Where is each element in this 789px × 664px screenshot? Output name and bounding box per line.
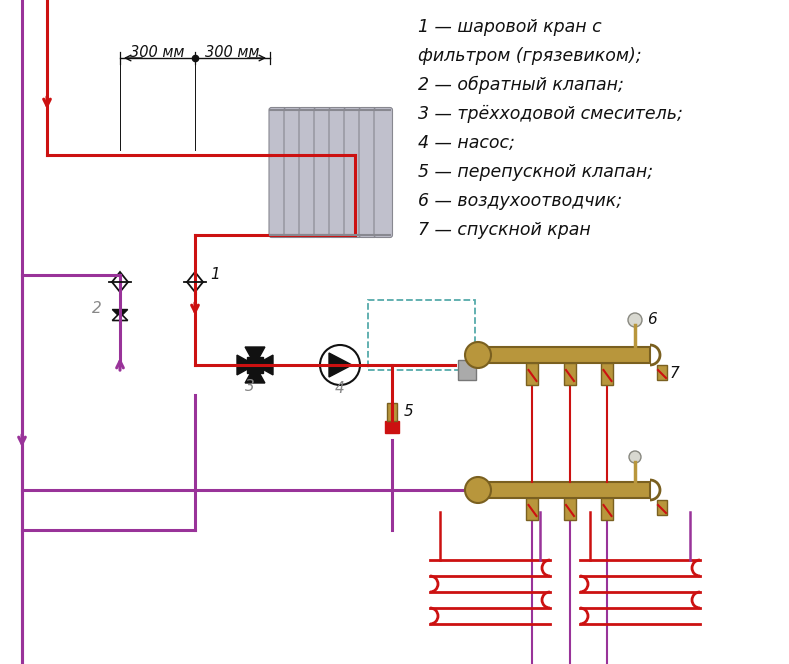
Text: 1: 1 [210,267,220,282]
Text: 3 — трёхходовой смеситель;: 3 — трёхходовой смеситель; [418,105,682,123]
Polygon shape [112,313,128,321]
FancyBboxPatch shape [359,108,377,238]
Polygon shape [480,345,484,365]
Text: 7 — спускной кран: 7 — спускной кран [418,221,591,239]
Polygon shape [480,480,484,500]
Circle shape [628,313,642,327]
Text: фильтром (грязевиком);: фильтром (грязевиком); [418,47,641,65]
FancyBboxPatch shape [374,108,392,238]
FancyBboxPatch shape [344,108,362,238]
Bar [564,498,576,520]
Text: 300 мм: 300 мм [130,45,185,60]
Bar [657,500,667,515]
FancyBboxPatch shape [284,108,302,238]
Circle shape [320,345,360,385]
Text: 4 — насос;: 4 — насос; [418,134,515,152]
Text: 6: 6 [647,313,656,327]
Bar [526,498,539,520]
Bar [480,347,650,363]
Bar [601,363,614,385]
Bar [368,300,475,370]
FancyBboxPatch shape [299,108,317,238]
Text: 5: 5 [404,404,413,419]
Bar [601,498,614,520]
Polygon shape [112,272,128,292]
Polygon shape [245,365,265,383]
Bar [387,403,397,421]
Polygon shape [112,309,128,317]
FancyBboxPatch shape [314,108,332,238]
Text: 4: 4 [335,381,345,396]
Text: 300 мм: 300 мм [205,45,260,60]
Text: 7: 7 [670,365,680,380]
Polygon shape [329,353,352,377]
FancyBboxPatch shape [269,108,287,238]
Bar [526,363,539,385]
Text: 5 — перепускной клапан;: 5 — перепускной клапан; [418,163,653,181]
Text: 2 — обратный клапан;: 2 — обратный клапан; [418,76,624,94]
Bar [480,482,650,498]
Circle shape [465,342,491,368]
Circle shape [465,477,491,503]
Bar [564,363,576,385]
Text: 2: 2 [92,301,102,316]
Text: 3: 3 [245,379,255,394]
Bar [657,365,667,380]
Polygon shape [187,272,203,292]
FancyBboxPatch shape [329,108,347,238]
Polygon shape [245,347,265,365]
Text: 6 — воздухоотводчик;: 6 — воздухоотводчик; [418,192,622,210]
Polygon shape [237,355,255,375]
Polygon shape [255,355,273,375]
Text: 1 — шаровой кран с: 1 — шаровой кран с [418,18,602,36]
Bar [458,360,476,380]
Circle shape [629,451,641,463]
Bar [385,421,399,433]
Bar [247,357,263,373]
